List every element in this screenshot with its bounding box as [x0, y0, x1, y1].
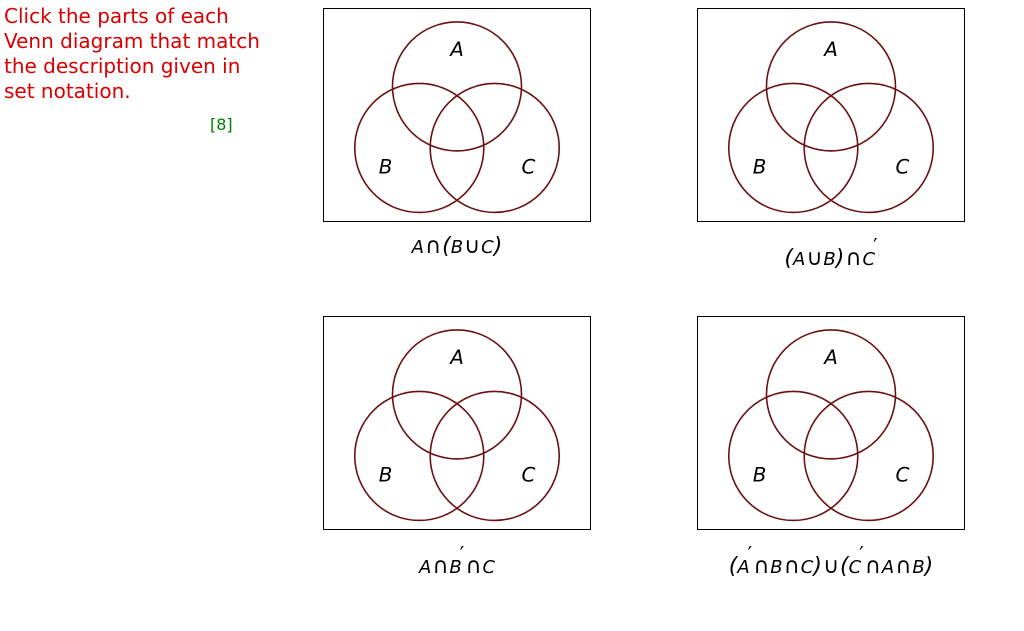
venn-box: ABC — [323, 316, 591, 530]
venn-region-A-only[interactable] — [431, 333, 483, 385]
diagram-caption: (A′∩B∩C)∪(C′∩A∩B) — [666, 542, 996, 579]
venn-region-ABC[interactable] — [441, 114, 473, 146]
venn-region-ABC[interactable] — [815, 114, 847, 146]
venn-region-outside[interactable] — [704, 15, 732, 43]
venn-region-outside[interactable] — [330, 15, 358, 43]
diagram-cell-d1: ABC A∩(B∪C) — [292, 8, 622, 259]
points-badge: [8] — [210, 115, 233, 134]
diagram-caption: (A∪B)∩C′ — [666, 234, 996, 271]
venn-region-ABC[interactable] — [815, 422, 847, 454]
venn-region-ABC[interactable] — [441, 422, 473, 454]
instruction-text: Click the parts of each Venn diagram tha… — [4, 4, 264, 104]
venn-svg: ABC — [324, 9, 590, 221]
venn-region-BC-only[interactable] — [431, 142, 483, 194]
venn-region-C-only[interactable] — [504, 145, 556, 197]
diagram-cell-d4: ABC (A′∩B∩C)∪(C′∩A∩B) — [666, 316, 996, 579]
venn-region-outside[interactable] — [330, 323, 358, 351]
venn-svg: ABC — [698, 317, 964, 529]
venn-region-B-only[interactable] — [358, 453, 410, 505]
page-root: Click the parts of each Venn diagram tha… — [0, 0, 1024, 631]
venn-svg: ABC — [698, 9, 964, 221]
venn-region-B-only[interactable] — [358, 145, 410, 197]
venn-region-C-only[interactable] — [878, 145, 930, 197]
venn-region-C-only[interactable] — [504, 453, 556, 505]
diagram-caption: A∩B′∩C — [292, 542, 622, 579]
venn-box: ABC — [323, 8, 591, 222]
venn-region-BC-only[interactable] — [431, 450, 483, 502]
venn-box: ABC — [697, 316, 965, 530]
venn-region-BC-only[interactable] — [805, 450, 857, 502]
venn-region-A-only[interactable] — [805, 333, 857, 385]
venn-region-A-only[interactable] — [805, 25, 857, 77]
venn-box: ABC — [697, 8, 965, 222]
venn-region-BC-only[interactable] — [805, 142, 857, 194]
diagram-cell-d2: ABC (A∪B)∩C′ — [666, 8, 996, 271]
diagram-cell-d3: ABC A∩B′∩C — [292, 316, 622, 579]
venn-svg: ABC — [324, 317, 590, 529]
venn-region-B-only[interactable] — [732, 453, 784, 505]
diagram-caption: A∩(B∪C) — [292, 234, 622, 259]
venn-region-outside[interactable] — [704, 323, 732, 351]
venn-region-A-only[interactable] — [431, 25, 483, 77]
venn-region-B-only[interactable] — [732, 145, 784, 197]
venn-region-C-only[interactable] — [878, 453, 930, 505]
